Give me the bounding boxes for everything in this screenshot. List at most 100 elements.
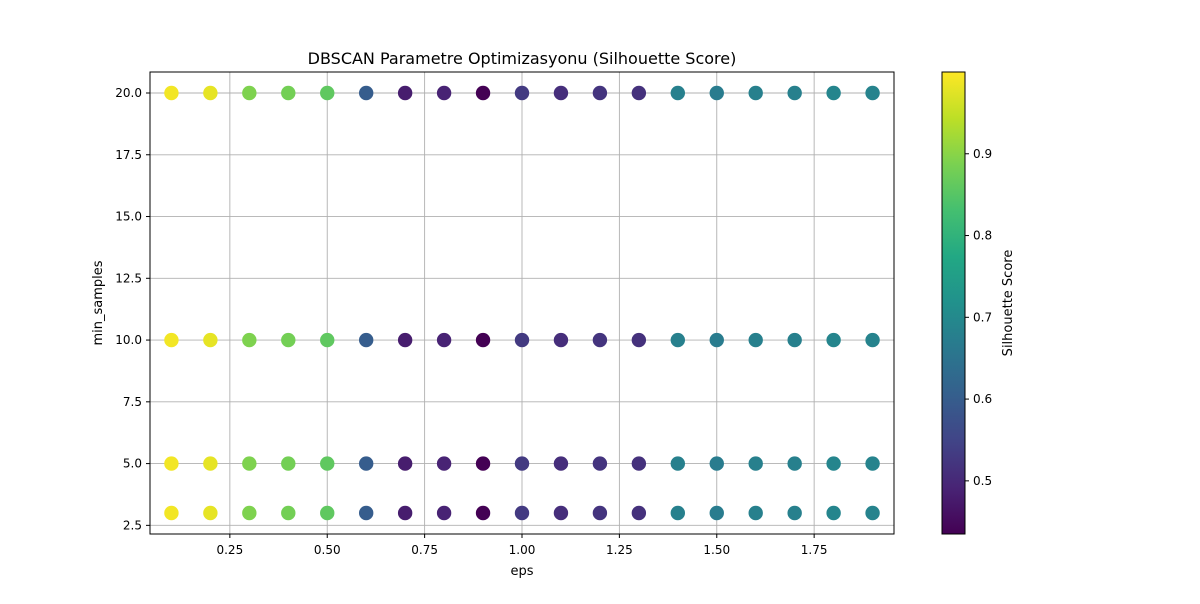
data-point: [826, 505, 841, 521]
data-point: [631, 85, 647, 101]
data-point: [865, 505, 880, 521]
colorbar-gradient: [941, 71, 966, 535]
data-point: [787, 332, 802, 348]
data-point: [475, 456, 491, 471]
data-point: [748, 85, 763, 101]
y-tick-label: 20.0: [115, 86, 142, 100]
x-tick-label: 1.00: [509, 543, 536, 557]
x-tick-label: 1.25: [606, 543, 633, 557]
x-axis-label: eps: [510, 564, 533, 579]
data-point: [826, 85, 841, 101]
data-point: [397, 85, 413, 101]
colorbar-tick-label: 0.5: [973, 474, 992, 488]
data-point: [514, 456, 530, 471]
data-point: [709, 505, 724, 521]
x-tick-label: 0.25: [216, 543, 243, 557]
data-point: [281, 505, 296, 521]
x-tick-label: 0.75: [411, 543, 438, 557]
data-point: [320, 456, 335, 471]
data-point: [358, 85, 374, 101]
x-tick-label: 1.75: [801, 543, 828, 557]
axes: 0.25 0.50 0.75 1.00 1.25 1.50 1.75 2.5 5.0 7.5 10.…: [115, 71, 895, 557]
data-point: [475, 505, 491, 521]
data-point: [748, 332, 763, 348]
data-point: [787, 505, 802, 521]
data-point: [320, 332, 335, 348]
data-point: [787, 456, 802, 471]
data-point: [865, 85, 880, 101]
colorbar-tick-label: 0.9: [973, 147, 992, 161]
data-point: [553, 85, 569, 101]
data-point: [631, 456, 647, 471]
data-point: [436, 505, 452, 521]
data-point: [592, 505, 608, 521]
data-point: [514, 85, 530, 101]
data-point: [553, 505, 569, 521]
data-point: [514, 505, 530, 521]
data-point: [787, 85, 802, 101]
data-point: [242, 505, 257, 521]
data-point: [164, 85, 179, 101]
data-point: [670, 332, 686, 348]
y-tick-label: 17.5: [115, 148, 142, 162]
data-point: [203, 505, 218, 521]
data-point: [826, 456, 841, 471]
y-tick-label: 10.0: [115, 333, 142, 347]
data-point: [397, 456, 413, 471]
y-axis-label: min_samples: [91, 260, 106, 345]
data-point: [475, 85, 491, 101]
data-point: [358, 456, 374, 471]
data-point: [358, 332, 374, 348]
data-point: [748, 505, 763, 521]
data-point: [281, 456, 296, 471]
data-point: [242, 456, 257, 471]
data-point: [592, 85, 608, 101]
data-point: [631, 332, 647, 348]
grid-lines: [150, 72, 894, 534]
colorbar: 0.5 0.6 0.7 0.8 0.9: [941, 71, 992, 535]
data-point: [436, 456, 452, 471]
data-point: [514, 332, 530, 348]
data-point: [553, 456, 569, 471]
data-point: [709, 332, 724, 348]
data-point: [164, 456, 179, 471]
x-tick-label: 1.50: [703, 543, 730, 557]
data-point: [553, 332, 569, 348]
data-point: [281, 85, 296, 101]
data-point: [475, 332, 491, 348]
colorbar-tick-label: 0.8: [973, 229, 992, 243]
data-point: [164, 332, 179, 348]
data-point: [670, 85, 686, 101]
x-tick-label: 0.50: [314, 543, 341, 557]
y-tick-label: 15.0: [115, 210, 142, 224]
data-points: [164, 85, 880, 521]
y-tick-label: 12.5: [115, 271, 142, 285]
data-point: [826, 332, 841, 348]
data-point: [203, 332, 218, 348]
data-point: [358, 505, 374, 521]
data-point: [242, 85, 257, 101]
data-point: [709, 456, 724, 471]
data-point: [242, 332, 257, 348]
y-tick-label: 7.5: [123, 395, 142, 409]
data-point: [865, 456, 880, 471]
y-tick-label: 5.0: [123, 457, 142, 471]
data-point: [320, 505, 335, 521]
data-point: [748, 456, 763, 471]
data-point: [281, 332, 296, 348]
data-point: [164, 505, 179, 521]
colorbar-label: Silhouette Score: [1001, 250, 1016, 357]
data-point: [397, 505, 413, 521]
data-point: [203, 85, 218, 101]
data-point: [592, 332, 608, 348]
data-point: [436, 332, 452, 348]
colorbar-tick-label: 0.6: [973, 392, 992, 406]
y-tick-label: 2.5: [123, 518, 142, 532]
data-point: [670, 456, 686, 471]
data-point: [203, 456, 218, 471]
data-point: [709, 85, 724, 101]
data-point: [631, 505, 647, 521]
data-point: [320, 85, 335, 101]
